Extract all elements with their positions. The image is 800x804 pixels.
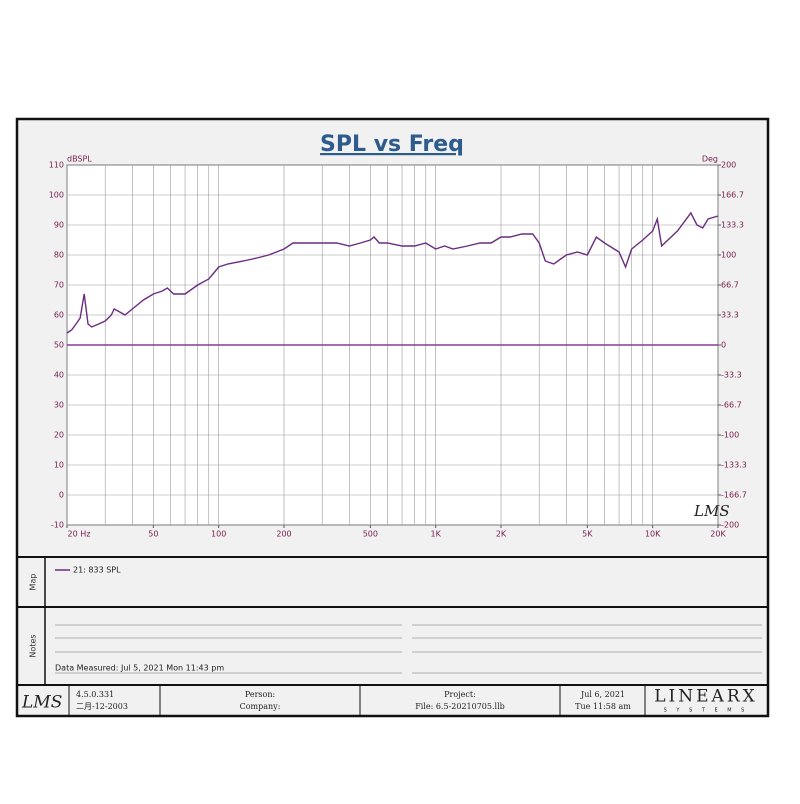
print-date: Jul 6, 2021 (580, 690, 625, 699)
note-lines (55, 624, 762, 674)
y2-tick-label: -33.3 (721, 370, 742, 379)
y2-tick-label: 200 (721, 161, 736, 170)
y-axis-label: dBSPL (67, 155, 92, 164)
x-tick-label: 5K (582, 530, 593, 539)
x-tick-label: 20 Hz (68, 530, 91, 539)
watermark: LMS (693, 502, 730, 520)
file: File: 6.5-20210705.llb (415, 702, 505, 711)
y-tick-label: 10 (54, 461, 64, 470)
x-tick-label: 2K (496, 530, 507, 539)
y-tick-label: 20 (54, 431, 64, 440)
y-tick-label: -10 (51, 521, 64, 530)
y2-tick-label: 166.7 (721, 190, 744, 199)
panel-label: Map (29, 574, 38, 591)
x-tick-label: 200 (276, 530, 291, 539)
y2-tick-label: 0 (721, 341, 726, 350)
y-tick-label: 110 (49, 161, 64, 170)
chart-title: SPL vs Freq (320, 132, 464, 157)
person: Person: (245, 690, 275, 699)
y-tick-label: 100 (49, 191, 64, 200)
x-tick-label: 10K (645, 530, 661, 539)
y2-tick-label: -166.7 (721, 491, 747, 500)
y2-tick-label: 33.3 (721, 311, 739, 320)
y-tick-label: 80 (54, 251, 64, 260)
y-tick-label: 70 (54, 281, 64, 290)
y2-tick-label: 100 (721, 251, 736, 260)
legend-label: 21: 833 SPL (73, 566, 121, 575)
build-date: 二月-12-2003 (76, 702, 128, 711)
x-tick-label: 100 (211, 530, 226, 539)
y2-tick-label: -66.7 (721, 401, 742, 410)
data-measured: Data Measured: Jul 5, 2021 Mon 11:43 pm (55, 664, 224, 673)
y-tick-label: 60 (54, 311, 64, 320)
y-tick-label: 30 (54, 401, 64, 410)
y2-tick-label: -200 (721, 521, 739, 530)
company: Company: (240, 702, 281, 711)
x-tick-label: 1K (431, 530, 442, 539)
footer-logo: LMS (21, 693, 62, 713)
x-tick-label: 50 (148, 530, 158, 539)
y2-tick-label: -100 (721, 431, 739, 440)
y-tick-label: 90 (54, 221, 64, 230)
print-time: Tue 11:58 am (575, 702, 631, 711)
y2-tick-label: 66.7 (721, 280, 739, 289)
project: Project: (444, 690, 476, 699)
y-tick-label: 40 (54, 371, 64, 380)
series-line (66, 211, 719, 334)
brand: LINEARX (654, 687, 757, 707)
y2-axis-label: Deg (702, 155, 718, 164)
x-tick-label: 20K (710, 530, 726, 539)
y2-tick-label: 133.3 (721, 221, 744, 230)
version: 4.5.0.331 (76, 690, 114, 699)
brand-sub: S Y S T E M S (664, 708, 749, 714)
y-tick-label: 0 (59, 491, 64, 500)
x-tick-label: 500 (363, 530, 378, 539)
y2-tick-label: -133.3 (721, 460, 747, 469)
y-tick-label: 50 (54, 341, 64, 350)
panel-label: Notes (29, 634, 38, 657)
